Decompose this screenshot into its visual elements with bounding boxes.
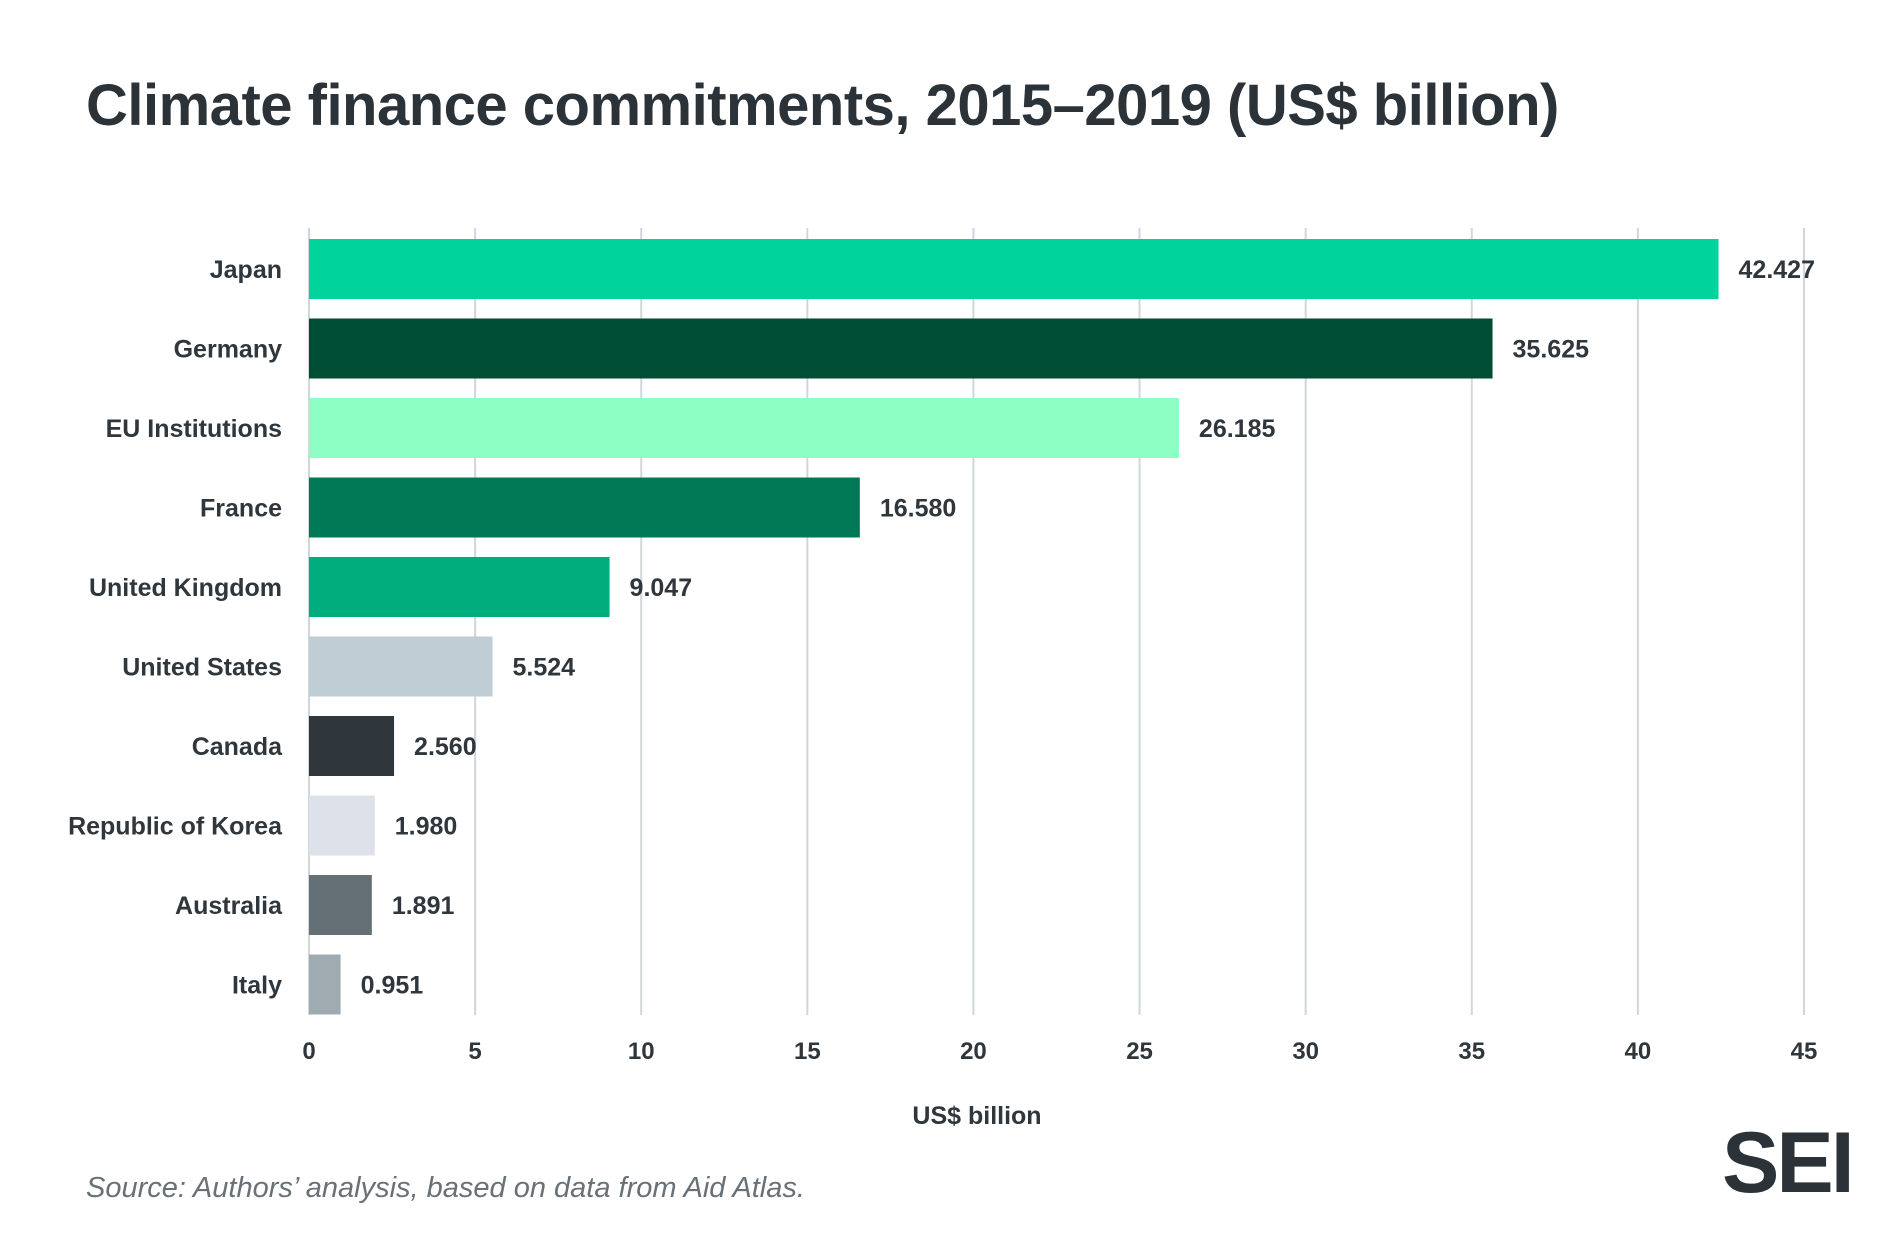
bar-japan [309, 239, 1719, 299]
bar-eu-institutions [309, 398, 1179, 458]
value-label: 9.047 [630, 574, 693, 602]
category-label: United Kingdom [89, 574, 282, 602]
sei-logo: SEI [1722, 1115, 1855, 1211]
x-tick-label-40: 40 [1625, 1038, 1652, 1065]
category-label: Australia [175, 892, 283, 920]
value-label: 26.185 [1199, 415, 1276, 443]
value-label: 16.580 [880, 495, 956, 523]
x-tick-label-30: 30 [1292, 1038, 1319, 1065]
category-label: United States [122, 654, 282, 682]
bar-germany [309, 318, 1493, 379]
value-label: 1.891 [392, 892, 455, 920]
category-label: Republic of Korea [68, 813, 283, 841]
category-label: EU Institutions [106, 415, 282, 443]
x-tick-label-15: 15 [794, 1038, 821, 1065]
x-axis-title: US$ billion [912, 1102, 1041, 1130]
x-tick-labels: 0 5 10 15 20 25 30 35 40 45 [302, 1038, 1817, 1065]
category-labels: Japan Germany EU Institutions France United … [68, 256, 283, 1000]
bars [309, 239, 1719, 1015]
value-label: 35.625 [1513, 336, 1590, 364]
bar-republic-of-korea [309, 795, 375, 856]
x-tick-label-0: 0 [302, 1038, 315, 1065]
value-label: 5.524 [513, 654, 576, 682]
x-tick-label-10: 10 [628, 1038, 655, 1065]
x-tick-label-35: 35 [1458, 1038, 1485, 1065]
bar-united-states [309, 636, 493, 697]
x-tick-label-25: 25 [1126, 1038, 1153, 1065]
bar-australia [309, 875, 372, 935]
x-tick-label-45: 45 [1791, 1038, 1818, 1065]
source-note: Source: Authors’ analysis, based on data… [86, 1172, 805, 1204]
value-label: 0.951 [361, 972, 424, 1000]
bar-italy [309, 954, 341, 1015]
category-label: Italy [232, 972, 282, 1000]
category-label: France [200, 495, 282, 523]
bar-united-kingdom [309, 557, 610, 617]
category-label: Japan [210, 256, 282, 284]
chart-title: Climate finance commitments, 2015–2019 (… [86, 73, 1559, 138]
x-tick-label-20: 20 [960, 1038, 987, 1065]
value-label: 42.427 [1739, 256, 1815, 284]
bar-france [309, 477, 860, 538]
category-label: Canada [192, 733, 283, 761]
category-label: Germany [174, 336, 282, 364]
x-tick-label-5: 5 [468, 1038, 481, 1065]
value-label: 1.980 [395, 813, 458, 841]
bar-canada [309, 716, 395, 776]
value-label: 2.560 [414, 733, 477, 761]
value-labels: 42.427 35.625 26.185 16.580 9.047 5.524 2.560 1… [361, 256, 1815, 1000]
